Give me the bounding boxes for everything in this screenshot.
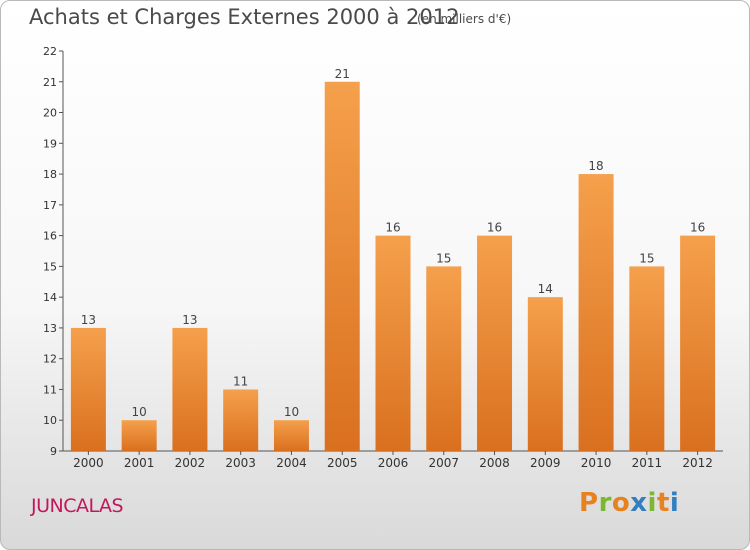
bar-value-label: 16 [487, 221, 502, 235]
logo-letter: i [669, 488, 680, 518]
y-tick-label: 9 [50, 445, 57, 458]
x-tick-label: 2006 [378, 456, 409, 470]
logo-letter: r [598, 488, 612, 518]
logo-letter: i [647, 488, 657, 518]
y-tick-label: 19 [43, 137, 57, 150]
bar-value-label: 10 [132, 405, 147, 419]
bar-value-label: 16 [690, 221, 705, 235]
logo-letter: P [579, 488, 599, 518]
x-tick-label: 2000 [73, 456, 104, 470]
x-tick-label: 2012 [682, 456, 713, 470]
bar [273, 420, 309, 451]
bar [223, 389, 259, 451]
logo-letter: o [611, 488, 631, 518]
x-tick-label: 2001 [124, 456, 155, 470]
y-tick-label: 22 [43, 45, 57, 58]
y-tick-label: 14 [43, 291, 57, 304]
bar [172, 327, 208, 451]
commune-name: JUNCALAS [31, 495, 124, 517]
y-tick-label: 12 [43, 353, 57, 366]
x-tick-label: 2008 [479, 456, 510, 470]
bar [578, 174, 614, 452]
bar-value-label: 16 [385, 221, 400, 235]
bar [375, 235, 411, 451]
x-tick-label: 2003 [225, 456, 256, 470]
bar [121, 420, 157, 451]
proxiti-logo: Proxiti [579, 488, 679, 518]
bar-value-label: 13 [81, 313, 96, 327]
bar-value-label: 18 [588, 159, 603, 173]
bar [477, 235, 513, 451]
bar-value-label: 11 [233, 374, 248, 388]
bar-value-label: 14 [538, 282, 553, 296]
y-tick-label: 13 [43, 322, 57, 335]
y-tick-label: 18 [43, 168, 57, 181]
bar [629, 266, 665, 451]
bar-value-label: 21 [335, 67, 350, 81]
y-tick-label: 16 [43, 230, 57, 243]
x-tick-label: 2005 [327, 456, 358, 470]
y-tick-label: 15 [43, 260, 57, 273]
y-tick-label: 11 [43, 383, 57, 396]
y-tick-label: 10 [43, 414, 57, 427]
bar [426, 266, 462, 451]
bar [70, 327, 106, 451]
y-tick-label: 20 [43, 107, 57, 120]
bar-value-label: 15 [639, 251, 654, 265]
x-tick-label: 2004 [276, 456, 307, 470]
x-tick-label: 2009 [530, 456, 561, 470]
y-tick-label: 21 [43, 76, 57, 89]
x-tick-label: 2011 [632, 456, 663, 470]
y-tick-label: 17 [43, 199, 57, 212]
bar [527, 297, 563, 451]
bar-value-label: 10 [284, 405, 299, 419]
logo-letter: t [656, 488, 670, 518]
logo-letter: x [630, 488, 648, 518]
bar [680, 235, 716, 451]
chart-title: Achats et Charges Externes 2000 à 2012 [29, 5, 460, 29]
bar-value-label: 13 [182, 313, 197, 327]
x-tick-label: 2002 [175, 456, 206, 470]
bar-value-label: 15 [436, 251, 451, 265]
bar [324, 81, 360, 452]
x-tick-label: 2007 [428, 456, 459, 470]
chart-unit: (en milliers d'€) [417, 12, 512, 26]
x-tick-label: 2010 [581, 456, 612, 470]
